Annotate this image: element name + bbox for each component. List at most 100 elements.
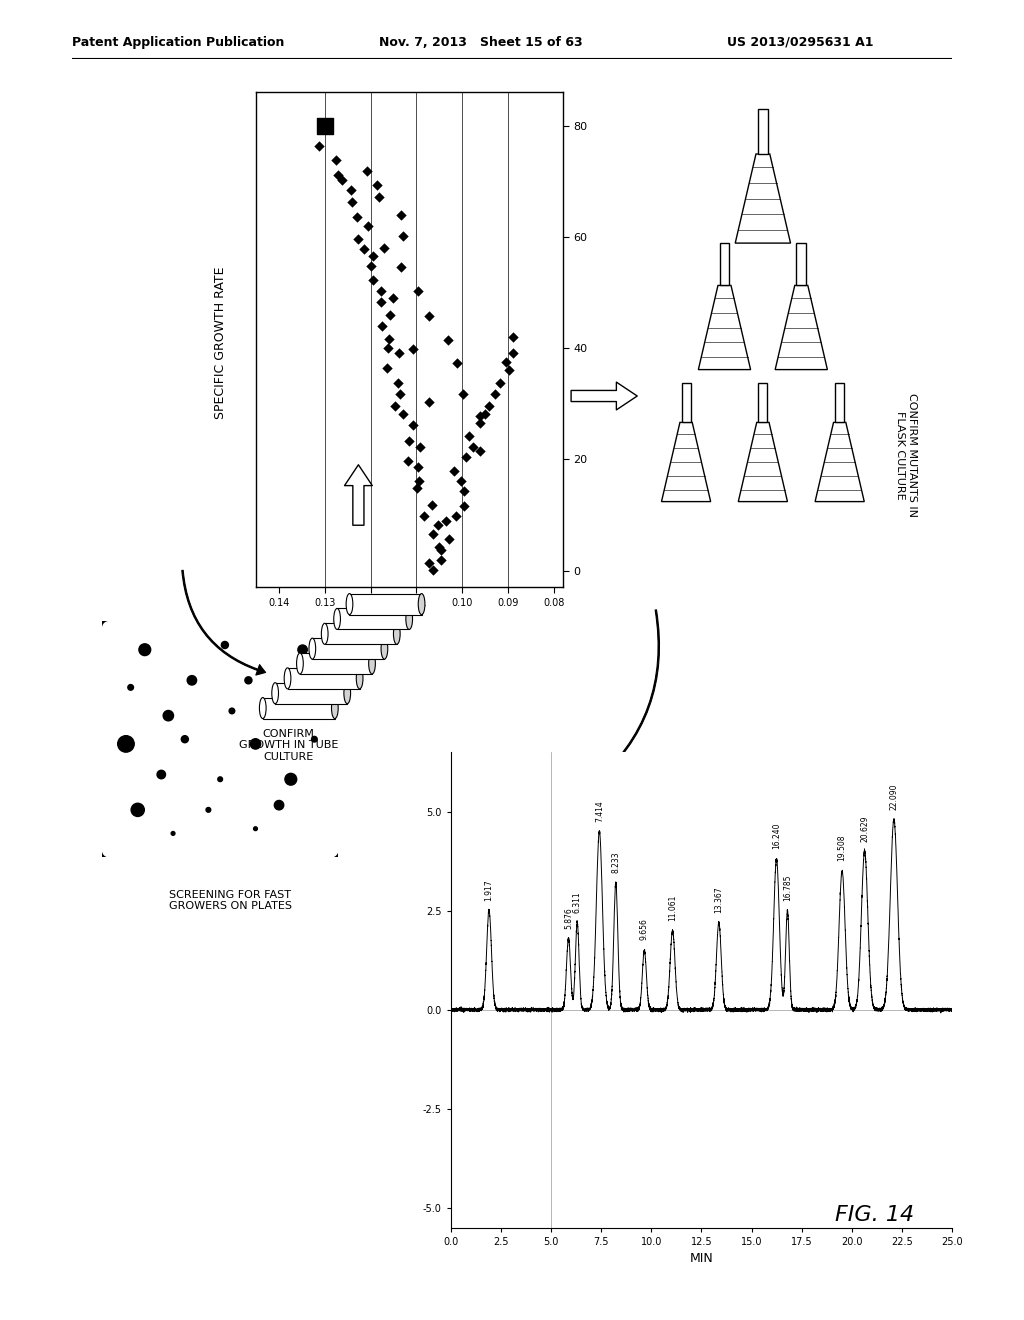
Point <box>440 330 457 351</box>
Circle shape <box>128 685 133 690</box>
Point <box>424 495 440 516</box>
Ellipse shape <box>381 638 388 659</box>
Bar <box>720 243 729 285</box>
Circle shape <box>274 800 284 810</box>
Text: 5.876: 5.876 <box>564 907 573 929</box>
Circle shape <box>218 777 222 781</box>
Point <box>421 553 437 574</box>
Bar <box>836 383 844 422</box>
Point <box>392 205 409 226</box>
Circle shape <box>283 711 290 719</box>
Bar <box>682 383 690 422</box>
FancyArrowPatch shape <box>182 570 265 675</box>
Text: 11.061: 11.061 <box>668 895 677 921</box>
Circle shape <box>139 644 151 656</box>
Text: 7.414: 7.414 <box>595 800 604 821</box>
Point <box>342 180 358 201</box>
Circle shape <box>254 826 257 830</box>
Point <box>456 480 472 502</box>
Text: US 2013/0295631 A1: US 2013/0295631 A1 <box>727 36 873 49</box>
Ellipse shape <box>356 668 362 689</box>
Point <box>411 471 427 492</box>
Point <box>380 329 396 350</box>
Bar <box>288 668 359 689</box>
Point <box>404 414 421 436</box>
Circle shape <box>131 804 144 817</box>
Polygon shape <box>775 285 827 370</box>
Point <box>355 239 372 260</box>
Text: SCREENING FOR FAST
GROWERS ON PLATES: SCREENING FOR FAST GROWERS ON PLATES <box>169 890 292 911</box>
Point <box>445 461 462 482</box>
Point <box>366 269 382 290</box>
Point <box>391 342 408 363</box>
Point <box>387 396 403 417</box>
FancyBboxPatch shape <box>100 619 340 859</box>
Text: Nov. 7, 2013   Sheet 15 of 63: Nov. 7, 2013 Sheet 15 of 63 <box>379 36 583 49</box>
Text: 6.311: 6.311 <box>572 891 582 913</box>
Text: 20.629: 20.629 <box>860 814 869 842</box>
Point <box>384 286 400 308</box>
Bar <box>337 609 410 630</box>
Ellipse shape <box>406 609 413 630</box>
Ellipse shape <box>285 668 291 689</box>
Circle shape <box>181 735 188 743</box>
Circle shape <box>118 735 134 752</box>
Bar <box>758 110 768 154</box>
Point <box>456 496 472 517</box>
Ellipse shape <box>322 623 328 644</box>
Polygon shape <box>735 154 791 243</box>
Point <box>374 315 390 337</box>
Point <box>395 226 412 247</box>
Point <box>456 384 472 405</box>
Point <box>389 372 406 393</box>
Point <box>421 306 437 327</box>
Point <box>480 395 497 416</box>
Point <box>359 216 376 238</box>
Point <box>505 326 521 347</box>
Point <box>372 186 388 207</box>
Point <box>328 149 344 170</box>
Point <box>441 528 458 549</box>
Polygon shape <box>698 285 751 370</box>
Point <box>486 383 503 404</box>
Point <box>404 338 421 359</box>
Text: SPECIFIC GROWTH RATE: SPECIFIC GROWTH RATE <box>214 267 226 420</box>
FancyArrowPatch shape <box>586 610 659 791</box>
Point <box>369 174 385 195</box>
Circle shape <box>229 708 234 714</box>
Point <box>358 161 375 182</box>
Point <box>330 165 346 186</box>
X-axis label: MIN: MIN <box>689 1253 714 1265</box>
Text: 16.240: 16.240 <box>772 822 781 850</box>
Text: 9.656: 9.656 <box>640 919 649 940</box>
Circle shape <box>157 771 166 779</box>
Text: 16.785: 16.785 <box>783 874 792 900</box>
Bar <box>797 243 806 285</box>
Point <box>431 536 447 557</box>
Point <box>380 338 396 359</box>
Circle shape <box>187 676 197 685</box>
Point <box>376 238 392 259</box>
Polygon shape <box>738 422 787 502</box>
Point <box>430 515 446 536</box>
Point <box>399 450 416 471</box>
Point <box>410 457 426 478</box>
Circle shape <box>305 684 314 692</box>
Bar <box>325 623 397 644</box>
Ellipse shape <box>369 653 376 675</box>
Point <box>449 352 465 374</box>
Point <box>432 549 449 570</box>
Text: FIG. 14: FIG. 14 <box>835 1205 913 1225</box>
Point <box>447 506 464 527</box>
Point <box>421 391 437 412</box>
Point <box>498 352 514 374</box>
Point <box>316 115 333 136</box>
Circle shape <box>171 832 175 836</box>
Point <box>373 292 389 313</box>
FancyArrowPatch shape <box>344 465 373 525</box>
FancyArrowPatch shape <box>571 381 637 411</box>
Circle shape <box>311 737 317 742</box>
Point <box>349 207 366 228</box>
Ellipse shape <box>334 609 340 630</box>
Bar <box>300 653 372 675</box>
